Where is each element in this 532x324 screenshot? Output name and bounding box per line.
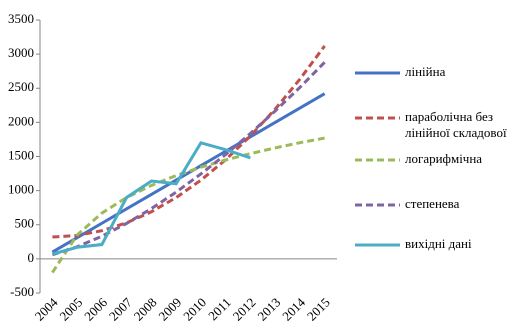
x-tick-label: 2005	[56, 295, 85, 324]
x-tick-label: 2015	[304, 295, 333, 324]
series-line	[52, 45, 326, 239]
y-tick-label: 3500	[8, 11, 34, 26]
y-tick-label: 0	[28, 250, 35, 265]
y-tick-label: -500	[10, 284, 34, 299]
legend-label: параболічна без лінійної складової	[405, 109, 507, 140]
x-tick-label: 2008	[131, 295, 160, 324]
series-line	[51, 136, 325, 274]
y-tick-label: 3000	[8, 45, 34, 60]
y-tick-label: 2500	[8, 79, 34, 94]
legend-label: логарифмічна	[405, 151, 482, 166]
y-tick-label: 1000	[8, 182, 34, 197]
y-tick-label: 2000	[8, 113, 34, 128]
x-tick-label: 2010	[180, 295, 209, 324]
y-tick-label: 500	[15, 216, 35, 231]
x-tick-label: 2014	[279, 294, 308, 323]
series-line	[51, 141, 251, 256]
x-tick-label: 2011	[205, 295, 234, 324]
legend-label: лінійна	[405, 64, 446, 79]
series-line	[51, 61, 326, 257]
legend-label: вихідні дані	[405, 236, 472, 251]
x-tick-label: 2007	[106, 294, 135, 323]
y-tick-label: 1500	[8, 147, 34, 162]
x-tick-label: 2006	[81, 294, 110, 323]
x-tick-label: 2004	[32, 294, 61, 323]
x-tick-label: 2013	[254, 295, 283, 324]
x-tick-label: 2012	[230, 295, 259, 324]
x-tick-label: 2009	[155, 295, 184, 324]
legend-label: степенева	[405, 196, 460, 211]
series-line	[51, 92, 326, 254]
